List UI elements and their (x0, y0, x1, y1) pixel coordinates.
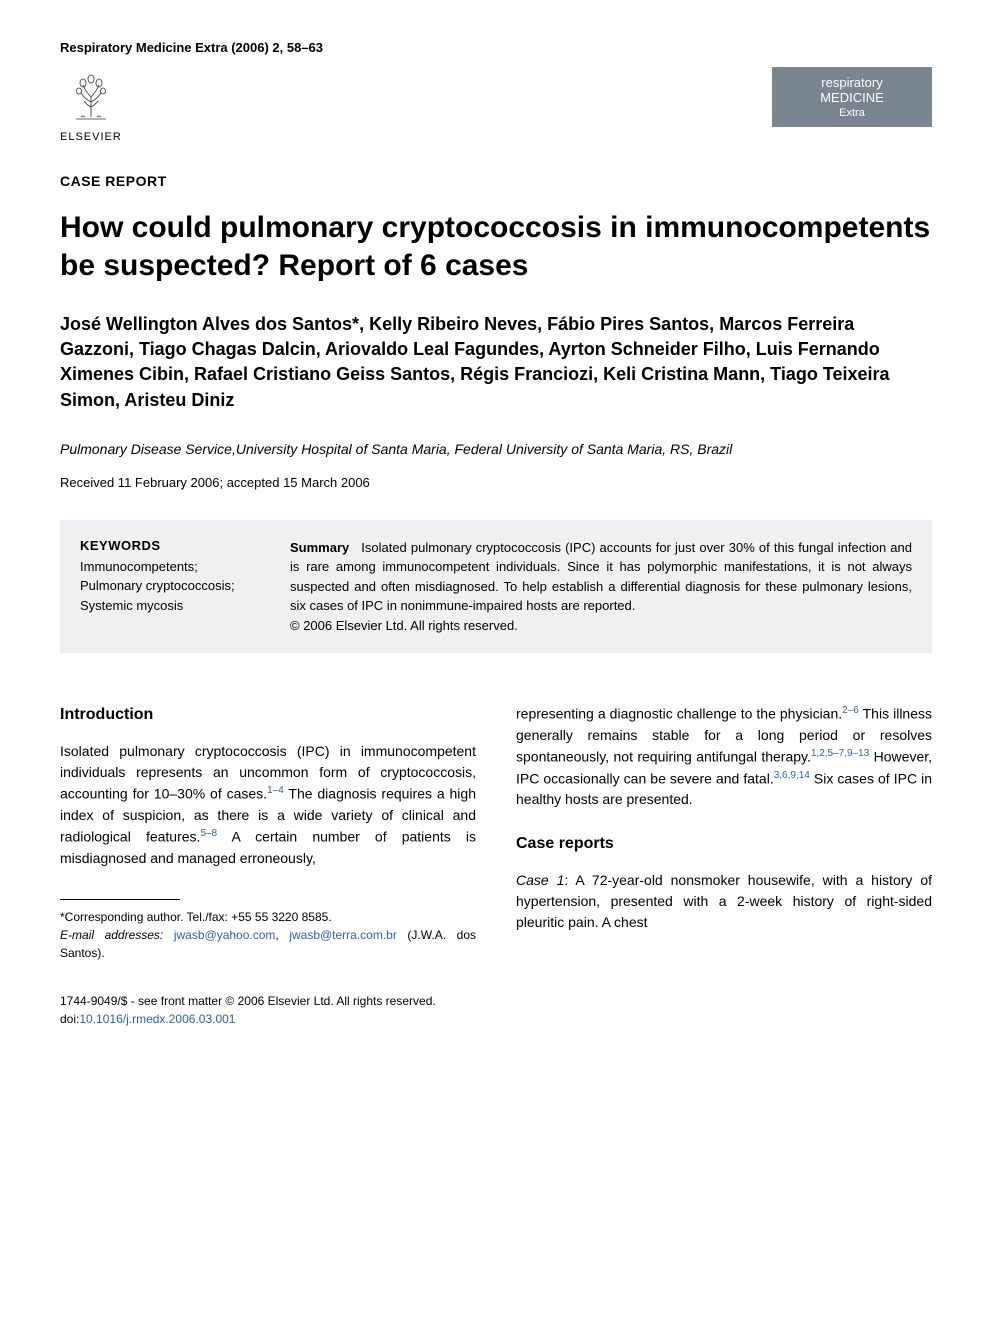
front-matter-notice: 1744-9049/$ - see front matter © 2006 El… (60, 992, 932, 1010)
authors-list: José Wellington Alves dos Santos*, Kelly… (60, 312, 932, 413)
article-dates: Received 11 February 2006; accepted 15 M… (60, 475, 932, 490)
header-row: ELSEVIER respiratory MEDICINE Extra (60, 67, 932, 143)
keywords-column: KEYWORDS Immunocompetents; Pulmonary cry… (80, 538, 260, 636)
introduction-heading: Introduction (60, 703, 476, 727)
intro-paragraph-1: Isolated pulmonary cryptococcosis (IPC) … (60, 741, 476, 868)
case-1-label: Case 1 (516, 872, 564, 888)
ref-link-4[interactable]: 1,2,5–7,9–13 (811, 748, 869, 759)
body-columns: Introduction Isolated pulmonary cryptoco… (60, 703, 932, 961)
footnote-divider (60, 899, 180, 900)
email-separator: , (275, 928, 289, 942)
summary-column: SummaryIsolated pulmonary cryptococcosis… (290, 538, 912, 636)
journal-badge-line2: Extra (788, 107, 916, 119)
case-1-text: : A 72-year-old nonsmoker housewife, wit… (516, 872, 932, 930)
journal-badge-line1: respiratory MEDICINE (820, 75, 884, 105)
case-1-paragraph: Case 1: A 72-year-old nonsmoker housewif… (516, 870, 932, 933)
ref-link-1[interactable]: 1–4 (267, 785, 284, 796)
right-column: representing a diagnostic challenge to t… (516, 703, 932, 961)
affiliation: Pulmonary Disease Service,University Hos… (60, 441, 932, 457)
article-type: CASE REPORT (60, 173, 932, 189)
publisher-logo: ELSEVIER (60, 67, 122, 143)
journal-badge: respiratory MEDICINE Extra (772, 67, 932, 127)
publisher-name: ELSEVIER (60, 131, 122, 143)
article-title: How could pulmonary cryptococcosis in im… (60, 209, 932, 284)
summary-label: Summary (290, 540, 349, 555)
corresponding-author-note: *Corresponding author. Tel./fax: +55 55 … (60, 908, 476, 926)
journal-reference: Respiratory Medicine Extra (2006) 2, 58–… (60, 40, 932, 55)
left-column: Introduction Isolated pulmonary cryptoco… (60, 703, 476, 961)
email-link-2[interactable]: jwasb@terra.com.br (289, 928, 397, 942)
intro-text-2a: representing a diagnostic challenge to t… (516, 706, 842, 722)
footer-info: 1744-9049/$ - see front matter © 2006 El… (60, 992, 932, 1028)
email-addresses: E-mail addresses: jwasb@yahoo.com, jwasb… (60, 926, 476, 962)
ref-link-5[interactable]: 3,6,9,14 (774, 770, 810, 781)
ref-link-3[interactable]: 2–6 (842, 705, 859, 716)
elsevier-tree-icon (61, 67, 121, 127)
doi-label: doi: (60, 1012, 79, 1026)
abstract-box: KEYWORDS Immunocompetents; Pulmonary cry… (60, 520, 932, 654)
keywords-list: Immunocompetents; Pulmonary cryptococcos… (80, 557, 260, 616)
intro-paragraph-2: representing a diagnostic challenge to t… (516, 703, 932, 810)
case-reports-heading: Case reports (516, 832, 932, 856)
keywords-heading: KEYWORDS (80, 538, 260, 553)
doi-line: doi:10.1016/j.rmedx.2006.03.001 (60, 1010, 932, 1028)
summary-text: Isolated pulmonary cryptococcosis (IPC) … (290, 540, 912, 614)
summary-copyright: © 2006 Elsevier Ltd. All rights reserved… (290, 616, 912, 636)
email-link-1[interactable]: jwasb@yahoo.com (174, 928, 276, 942)
ref-link-2[interactable]: 5–8 (200, 828, 217, 839)
footnotes: *Corresponding author. Tel./fax: +55 55 … (60, 908, 476, 962)
email-label: E-mail addresses: (60, 928, 174, 942)
doi-link[interactable]: 10.1016/j.rmedx.2006.03.001 (79, 1012, 235, 1026)
